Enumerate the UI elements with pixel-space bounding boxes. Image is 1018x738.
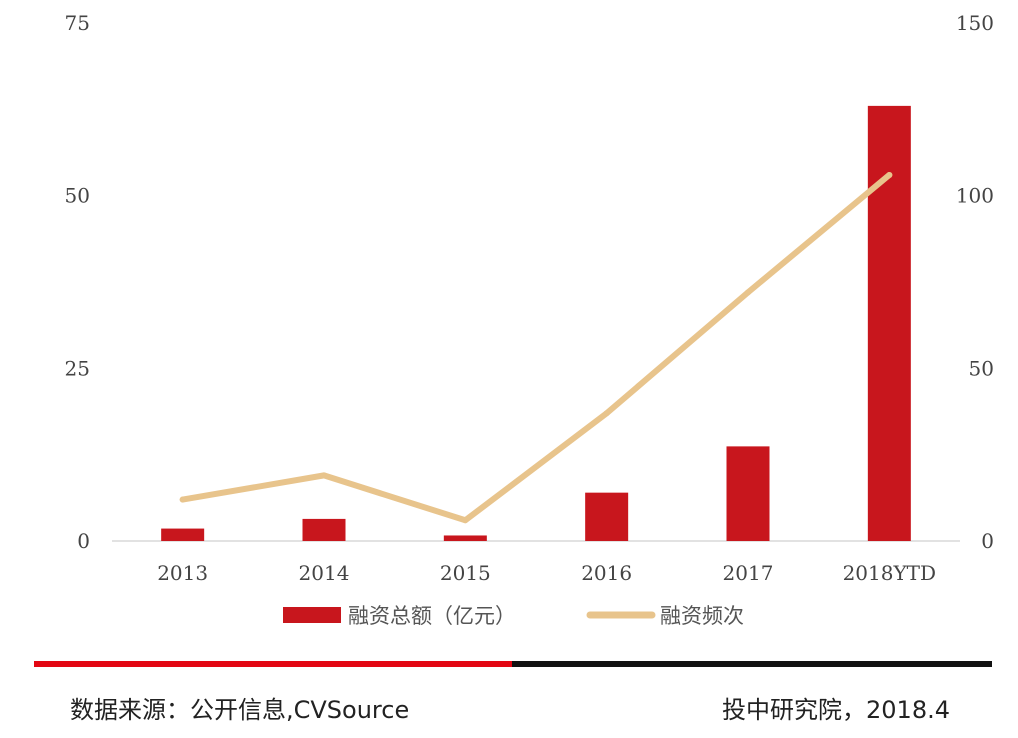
credit-note: 投中研究院，2018.4	[722, 696, 950, 724]
bar-2014	[302, 518, 346, 541]
y-left-tick-0: 0	[77, 529, 90, 553]
bar-2016	[585, 492, 629, 541]
x-tick-5: 2018YTD	[843, 561, 936, 585]
bar-2013	[161, 528, 205, 541]
line-points	[179, 171, 893, 524]
source-note: 数据来源：公开信息,CVSource	[70, 696, 410, 724]
x-tick-4: 2017	[723, 561, 774, 585]
divider-black	[512, 661, 992, 667]
line-point-2017	[745, 289, 751, 296]
x-tick-2: 2015	[440, 561, 491, 585]
bar-2018YTD	[867, 105, 911, 541]
x-tick-0: 2013	[157, 561, 208, 585]
line-point-2016	[603, 410, 610, 417]
bar-2017	[726, 446, 770, 541]
y-right-tick-3: 150	[956, 11, 994, 35]
legend: 融资总额（亿元） 融资频次	[283, 604, 744, 628]
series-line-frequency	[179, 171, 893, 524]
y-right-tick-1: 50	[969, 356, 994, 380]
y-right-tick-2: 100	[956, 184, 994, 208]
line-point-2013	[179, 496, 186, 503]
line-point-2014	[321, 472, 327, 479]
y-left-tick-1: 25	[65, 356, 90, 380]
legend-swatch-amount	[283, 607, 341, 623]
chart: 0 25 50 75 0 50 100 150 2013 2014 2015 2016 2017 20…	[65, 11, 994, 628]
bar-2015	[443, 535, 487, 541]
line-point-2015	[462, 517, 469, 524]
y-right-tick-0: 0	[981, 529, 994, 553]
y-left-tick-2: 50	[65, 184, 90, 208]
y-left-tick-3: 75	[65, 11, 90, 35]
divider-red	[34, 661, 512, 667]
x-tick-1: 2014	[299, 561, 350, 585]
x-tick-3: 2016	[581, 561, 632, 585]
legend-label-amount: 融资总额（亿元）	[348, 604, 516, 628]
legend-label-frequency: 融资频次	[660, 604, 744, 628]
line-point-2018YTD	[886, 171, 893, 178]
